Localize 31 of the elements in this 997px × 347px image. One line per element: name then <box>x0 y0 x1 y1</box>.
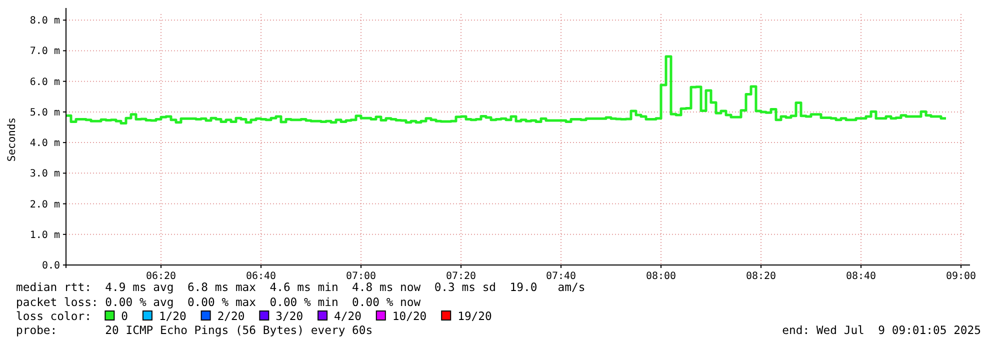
x-tick-label: 08:00 <box>646 271 676 282</box>
y-tick-label: 1.0 m <box>30 230 60 241</box>
text: probe: 20 ICMP Echo Pings (56 Bytes) every 60s <box>16 323 373 337</box>
legend-label: 3/20 <box>276 309 304 323</box>
y-tick-label: 0.0 <box>42 260 60 272</box>
y-tick-label: 5.0 m <box>30 107 60 118</box>
legend-label: 2/20 <box>217 309 245 323</box>
x-tick-label: 08:40 <box>846 271 876 282</box>
legend-label: 1/20 <box>158 309 187 323</box>
text: packet loss: 0.00 % avg 0.00 % max 0.00 % min 0.00 % now <box>16 295 421 309</box>
y-tick-label: 8.0 m <box>30 16 60 27</box>
y-tick-label: 7.0 m <box>30 46 60 58</box>
text: median rtt: 4.9 ms avg 6.8 ms max 4.6 ms min 4.8 ms now 0.3 ms sd 19.0 am/s <box>16 280 586 294</box>
x-tick-label: 09:00 <box>946 271 976 282</box>
legend-label: 4/20 <box>334 309 362 323</box>
y-tick-label: 6.0 m <box>30 76 60 88</box>
x-tick-label: 06:40 <box>246 271 276 282</box>
legend-label: 19/20 <box>458 309 492 323</box>
x-tick-label: 07:00 <box>346 271 376 282</box>
legend-label: 0 <box>121 309 128 323</box>
y-tick-label: 3.0 m <box>30 168 60 180</box>
text: end: Wed Jul 9 09:01:05 2025 <box>782 323 981 337</box>
x-tick-label: 07:40 <box>546 271 576 282</box>
legend-title: loss color: <box>16 309 92 323</box>
y-tick-label: 4.0 m <box>30 138 60 150</box>
x-tick-label: 08:20 <box>746 271 776 282</box>
y-axis-title: Seconds <box>6 117 18 162</box>
legend-label: 10/20 <box>392 309 427 323</box>
y-tick-label: 2.0 m <box>30 199 60 210</box>
x-tick-label: 07:20 <box>446 271 476 282</box>
x-tick-label: 06:20 <box>146 271 176 282</box>
